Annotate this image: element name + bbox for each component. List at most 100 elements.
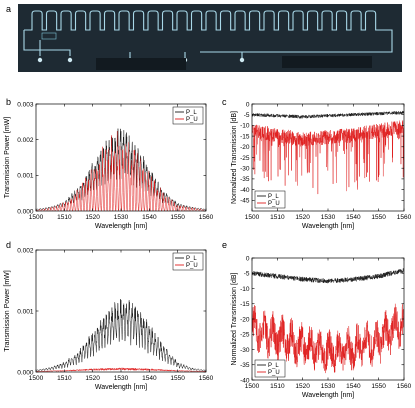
x-tick-label: 1540 [346,214,361,221]
legend-label-P_L: P_L [268,363,279,369]
ring-chain-waveguide [24,10,393,53]
x-axis-label: Wavelength [nm] [95,223,147,230]
x-axis-label: Wavelength [nm] [95,384,147,391]
x-tick-label: 1550 [371,383,386,390]
grating-coupler [37,57,43,63]
legend-box [172,252,204,271]
chart-panel-e: 1500 1510 1520 1530 1540 1550 1560 0 -5 -10 -15 -20… [231,255,412,399]
panel-letter-a: a [6,4,11,14]
legend: P_LP_U [254,190,286,209]
dark-region [96,58,186,70]
y-axis-label: Normalized Transmission [dB] [231,272,238,365]
x-axis-label: Wavelength [nm] [302,392,354,399]
y-tick-label: -35 [240,362,250,369]
y-tick-label: -10 [240,123,250,130]
plot-area-e [252,268,404,374]
y-tick-label: -5 [244,271,250,278]
x-tick-label: 1500 [245,214,260,221]
legend: P_LP_U [172,252,204,271]
x-tick-label: 1530 [321,214,336,221]
x-tick-label: 1520 [295,383,310,390]
y-tick-label: -45 [240,198,250,205]
y-tick-label: 0.000 [17,208,34,215]
y-tick-label: -20 [240,144,250,151]
chart-panel-b: 1500 1510 1520 1530 1540 1550 1560 0.000 0.001 0.… [4,101,214,230]
legend-label-P_L: P_L [186,256,197,262]
y-tick-label: -40 [240,187,250,194]
x-tick-label: 1500 [245,383,260,390]
device-micrograph [18,4,402,72]
x-tick-label: 1560 [397,383,412,390]
y-tick-label: -15 [240,301,250,308]
plot-area-c [252,110,404,195]
y-axis-label: Transmission Power [mW] [4,270,11,351]
x-tick-label: 1530 [114,214,129,221]
panel-letter-e: e [222,240,227,250]
panel-letter-c: c [222,97,227,107]
y-tick-label: 0.002 [17,137,34,144]
legend-box [254,190,286,209]
y-tick-label: 0.001 [17,308,34,315]
x-tick-label: 1550 [170,375,185,382]
x-tick-label: 1530 [114,375,129,382]
x-tick-label: 1510 [57,375,72,382]
x-tick-label: 1540 [346,383,361,390]
y-tick-label: -20 [240,316,250,323]
x-tick-label: 1550 [170,214,185,221]
legend-label-P_U: P_U [186,263,198,269]
y-tick-label: -25 [240,155,250,162]
y-axis-label: Normalized Transmission [dB] [231,111,238,204]
legend-label-P_L: P_L [186,110,197,116]
dark-region [282,56,372,68]
y-tick-label: 0.000 [17,369,34,376]
chart-panel-c: 1500 1510 1520 1530 1540 1550 1560 0 -5 -10 -15 -20… [231,101,412,230]
x-tick-label: 1500 [29,214,44,221]
x-tick-label: 1560 [397,214,412,221]
y-tick-label: 0 [246,255,250,262]
x-tick-label: 1560 [199,375,214,382]
x-tick-label: 1520 [85,214,100,221]
x-tick-label: 1540 [142,214,157,221]
legend: P_LP_U [172,106,204,125]
series-line-P_U [252,120,404,195]
y-tick-label: 0 [246,101,250,108]
x-tick-label: 1560 [199,214,214,221]
plot-area-b [36,128,206,211]
y-tick-label: -30 [240,166,250,173]
x-tick-label: 1510 [57,214,72,221]
y-tick-label: -35 [240,176,250,183]
y-tick-label: 0.001 [17,173,34,180]
panel-letter-d: d [6,240,11,250]
x-tick-label: 1510 [270,383,285,390]
y-tick-label: -25 [240,332,250,339]
series-line-P_U [252,303,404,374]
y-tick-label: -5 [244,112,250,119]
x-tick-label: 1520 [85,375,100,382]
input-waveguide [23,30,71,56]
series-line-P_L [36,128,206,211]
series-line-P_L [252,110,404,120]
plot-area-d [36,299,206,372]
grating-coupler [239,57,245,63]
x-tick-label: 1510 [270,214,285,221]
x-axis-label: Wavelength [nm] [302,223,354,230]
x-tick-label: 1550 [371,214,386,221]
legend: P_LP_U [254,359,286,378]
y-tick-label: -10 [240,286,250,293]
series-line-P_L [36,299,206,372]
grating-coupler [67,57,73,63]
y-tick-label: -15 [240,133,250,140]
x-tick-label: 1530 [321,383,336,390]
series-line-P_L [252,268,404,284]
x-tick-label: 1540 [142,375,157,382]
chip-label-mark [41,32,57,40]
x-tick-label: 1500 [29,375,44,382]
y-tick-label: -30 [240,347,250,354]
legend-label-P_U: P_U [268,370,280,376]
y-tick-label: 0.003 [17,101,34,108]
legend-label-P_U: P_U [186,117,198,123]
y-tick-label: -40 [240,377,250,384]
y-tick-label: 0.002 [17,247,34,254]
x-tick-label: 1520 [295,214,310,221]
legend-label-P_U: P_U [268,201,280,207]
